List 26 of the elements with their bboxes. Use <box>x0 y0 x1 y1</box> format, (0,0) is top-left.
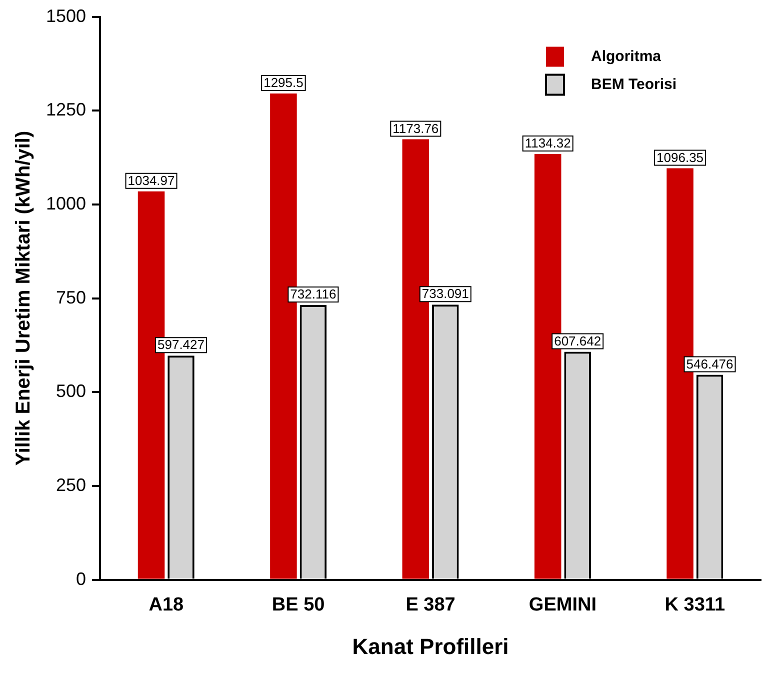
data-label: 1134.32 <box>524 136 571 151</box>
y-tick-label: 1250 <box>46 100 86 120</box>
data-label: 732.116 <box>290 286 336 302</box>
data-label: 607.642 <box>554 333 602 348</box>
legend-label: Algoritma <box>591 48 662 65</box>
x-axis-title: Kanat Profilleri <box>352 634 509 659</box>
y-tick-label: 500 <box>56 381 86 402</box>
y-tick-label: 0 <box>76 568 86 589</box>
data-label: 733.091 <box>422 286 469 302</box>
x-tick-label: BE 50 <box>272 594 325 616</box>
data-label: 597.427 <box>158 337 205 352</box>
x-tick-label: A18 <box>148 594 184 616</box>
legend-label: BEM Teorisi <box>591 76 677 93</box>
x-tick-label: GEMINI <box>528 594 596 616</box>
y-tick-label: 250 <box>56 474 86 495</box>
y-tick-label: 750 <box>56 287 86 308</box>
data-label: 1173.76 <box>392 120 439 136</box>
y-axis-title: Yillik Enerji Uretim Miktari (kWh/yil) <box>12 130 35 466</box>
x-tick-label: K 3311 <box>664 594 726 616</box>
data-label: 1096.35 <box>656 150 704 165</box>
data-label: 1295.5 <box>264 75 304 90</box>
x-tick-label: E 387 <box>406 594 456 616</box>
data-label: 1034.97 <box>128 172 175 188</box>
data-label: 546.476 <box>686 356 734 372</box>
y-tick-label: 1500 <box>46 6 86 26</box>
y-tick-label: 1000 <box>46 193 86 214</box>
